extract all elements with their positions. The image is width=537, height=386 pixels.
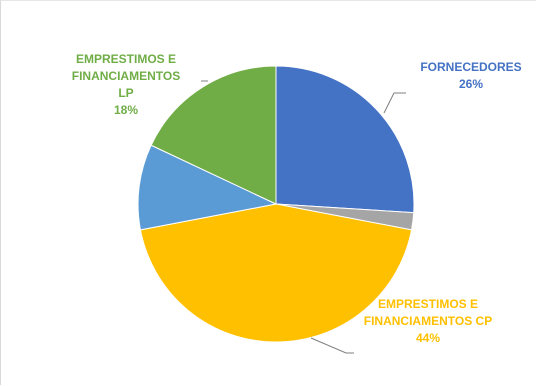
- data-label-fornecedores: FORNECEDORES 26%: [420, 60, 521, 91]
- data-label-line: 18%: [114, 103, 138, 117]
- data-label-line: EMPRESTIMOS E: [378, 297, 478, 311]
- leader-lines: [201, 80, 406, 354]
- data-label-emprestimos-e-financiamentos-lp: EMPRESTIMOS E FINANCIAMENTOS LP 18%: [72, 52, 180, 117]
- leader-line-emprestimos-e-financiamentos-cp: [310, 337, 354, 354]
- pie-slice-emprestimos-e-financiamentos-cp: [139, 203, 413, 343]
- data-label-line: FINANCIAMENTOS: [72, 69, 180, 83]
- data-label-emprestimos-e-financiamentos-cp: EMPRESTIMOS E FINANCIAMENTOS CP 44%: [364, 297, 492, 345]
- data-label-line: FORNECEDORES: [420, 60, 521, 74]
- data-label-line: FINANCIAMENTOS CP: [364, 314, 492, 328]
- data-label-line: LP: [118, 86, 133, 100]
- pie-slice-emprestimos-e-financiamentos-lp: [150, 65, 277, 205]
- pie-slice-unlabeled-3: [137, 144, 278, 231]
- leader-line-fornecedores: [383, 92, 406, 114]
- data-label-line: 44%: [416, 331, 440, 345]
- data-label-line: EMPRESTIMOS E: [76, 52, 176, 66]
- data-labels: FORNECEDORES 26% EMPRESTIMOS E FINANCIAMENT…: [72, 52, 522, 345]
- pie-slice-fornecedores: [275, 65, 415, 214]
- pie-slices: [137, 65, 415, 343]
- data-label-line: 26%: [459, 77, 483, 91]
